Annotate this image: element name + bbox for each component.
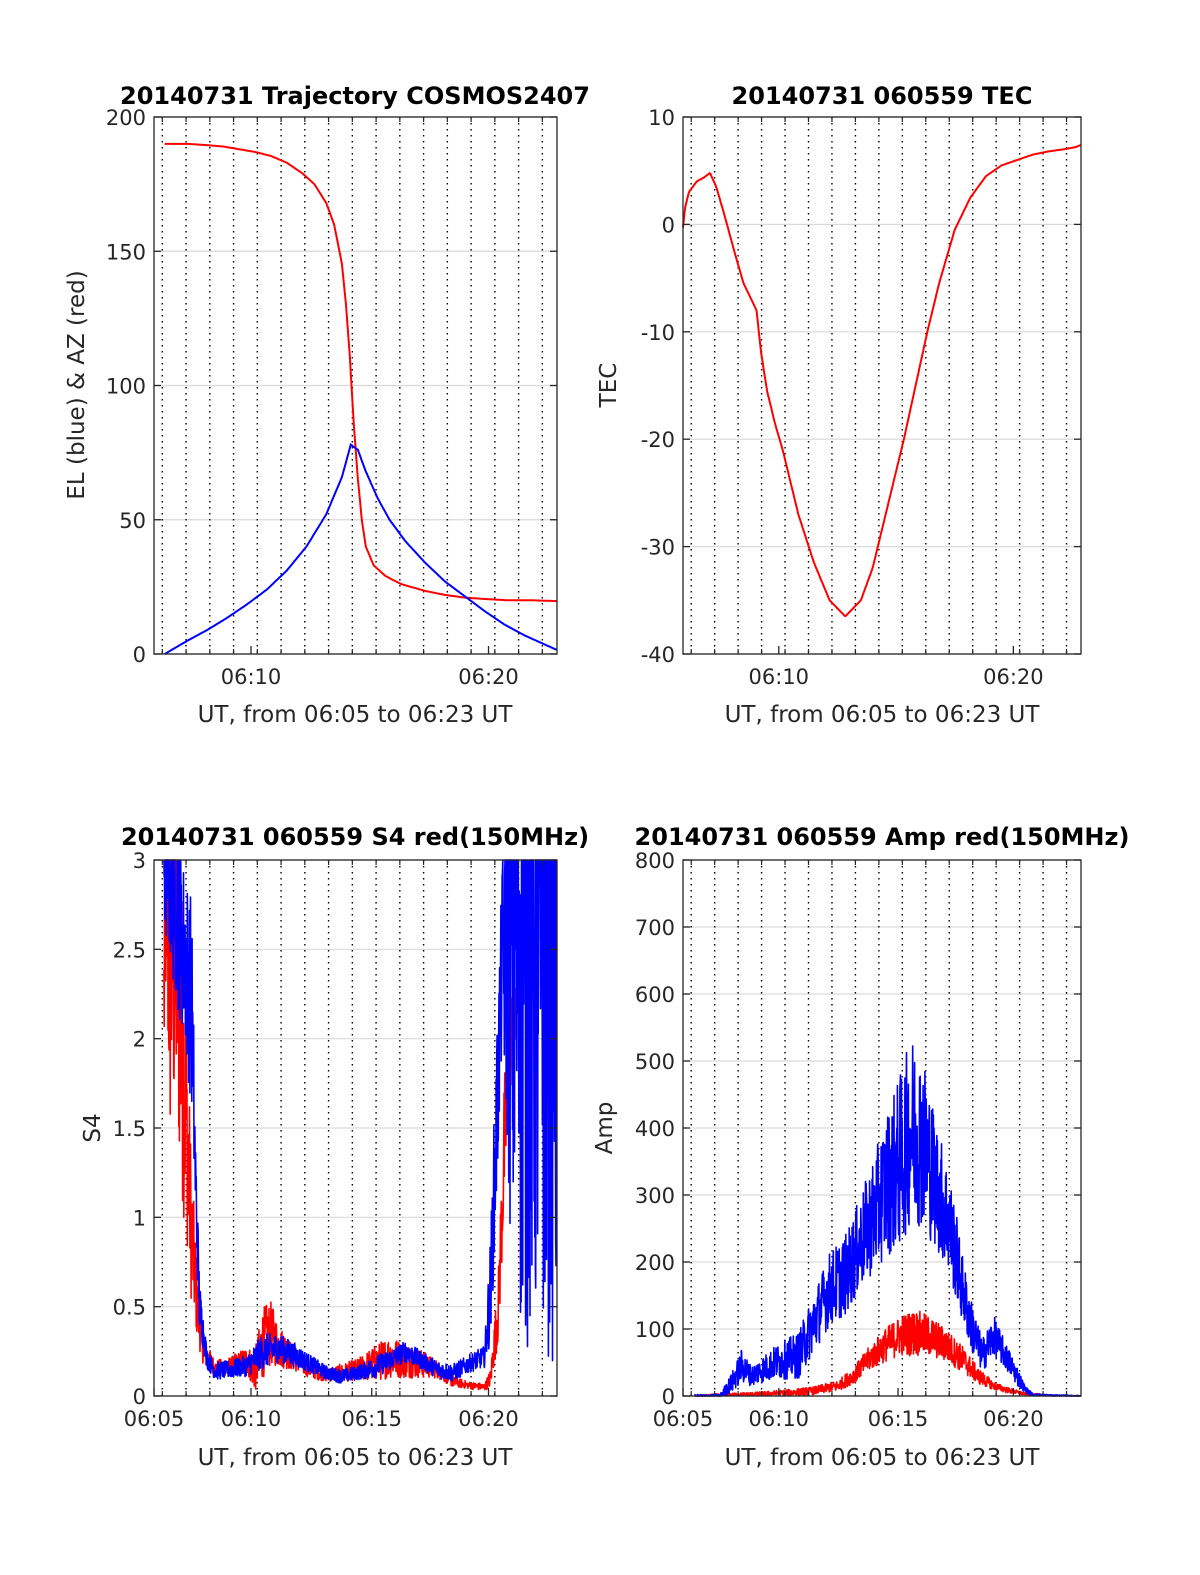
y-tick-label: -40 [641, 643, 675, 667]
y-tick-label: 500 [635, 1050, 675, 1074]
tec-ylabel: TEC [596, 363, 622, 409]
s4-title: 20140731 060559 S4 red(150MHz) [121, 823, 589, 851]
y-tick-label: 150 [106, 240, 146, 264]
y-tick-label: 600 [635, 983, 675, 1007]
y-tick-label: 200 [106, 106, 146, 130]
tec-title: 20140731 060559 TEC [732, 82, 1033, 110]
y-tick-label: -30 [641, 536, 675, 560]
tec-xlabel: UT, from 06:05 to 06:23 UT [725, 702, 1041, 728]
x-tick-label: 06:10 [221, 1407, 282, 1431]
s4-panel: 0 0.5 1 1.5 2 2.5 3 06:05 06:10 06:15 06:20 201407… [80, 823, 589, 1471]
amp-ylabel: Amp [592, 1102, 618, 1155]
x-tick-label: 06:20 [458, 1407, 519, 1431]
y-tick-label: 3 [133, 849, 146, 873]
amp-title: 20140731 060559 Amp red(150MHz) [635, 823, 1130, 851]
trajectory-xlabel: UT, from 06:05 to 06:23 UT [198, 702, 514, 728]
trajectory-title: 20140731 Trajectory COSMOS2407 [120, 82, 590, 110]
series-trace-blue [163, 859, 558, 1384]
trajectory-panel: 0 50 100 150 200 06:10 06:20 20140731 Trajecto… [64, 82, 590, 728]
x-tick-label: 06:05 [124, 1407, 185, 1431]
y-tick-label: 0 [133, 1385, 146, 1409]
x-tick-label: 06:05 [653, 1407, 714, 1431]
x-tick-label: 06:10 [221, 665, 282, 689]
amp-panel: 0 100 200 300 400 500 600 700 800 06:05 06:10 06:15… [592, 823, 1129, 1471]
series-line-el [164, 442, 558, 655]
y-tick-label: 800 [635, 849, 675, 873]
y-tick-label: 1.5 [113, 1117, 146, 1141]
tec-panel: -40 -30 -20 -10 0 10 06:10 06:20 20140731 06055… [596, 82, 1082, 728]
y-tick-label: 2 [133, 1028, 146, 1052]
s4-xlabel: UT, from 06:05 to 06:23 UT [198, 1445, 514, 1471]
trajectory-ylabel: EL (blue) & AZ (red) [64, 270, 90, 499]
y-tick-label: 100 [635, 1318, 675, 1342]
y-tick-label: 100 [106, 375, 146, 399]
y-tick-label: 2.5 [113, 938, 146, 962]
series-line-tec [682, 144, 1082, 617]
x-tick-label: 06:15 [868, 1407, 929, 1431]
y-tick-label: 300 [635, 1184, 675, 1208]
y-tick-label: -10 [641, 321, 675, 345]
x-tick-label: 06:15 [341, 1407, 402, 1431]
series-line-az [164, 142, 557, 603]
x-tick-label: 06:20 [983, 1407, 1044, 1431]
x-tick-label: 06:20 [458, 665, 519, 689]
y-tick-label: 0 [662, 1385, 675, 1409]
amp-xlabel: UT, from 06:05 to 06:23 UT [725, 1445, 1041, 1471]
y-tick-label: 50 [119, 509, 146, 533]
series-trace-red [694, 1310, 1082, 1397]
y-tick-label: -20 [641, 428, 675, 452]
s4-ylabel: S4 [80, 1113, 106, 1142]
x-tick-label: 06:10 [749, 1407, 810, 1431]
y-tick-label: 1 [133, 1206, 146, 1230]
y-tick-label: 200 [635, 1251, 675, 1275]
x-tick-label: 06:10 [749, 665, 810, 689]
y-tick-label: 0 [133, 643, 146, 667]
y-tick-label: 700 [635, 916, 675, 940]
x-tick-label: 06:20 [983, 665, 1044, 689]
y-tick-label: 0 [662, 213, 675, 237]
y-tick-label: 0.5 [113, 1296, 146, 1320]
y-tick-label: 10 [648, 106, 675, 130]
series-trace-blue [694, 1045, 1082, 1397]
y-tick-label: 400 [635, 1117, 675, 1141]
